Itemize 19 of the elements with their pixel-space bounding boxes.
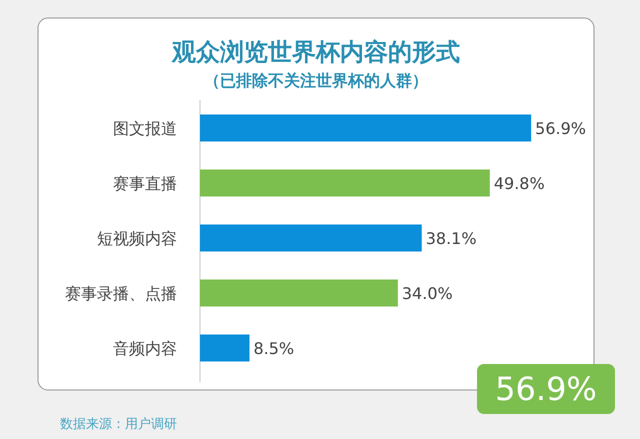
y-tick-label: 短视频内容 [97,229,177,248]
bar [200,224,422,252]
data-label: 38.1% [426,229,477,248]
y-tick-label: 赛事直播 [113,174,177,193]
y-tick-label: 赛事录播、点播 [65,284,177,303]
data-label: 34.0% [402,284,453,303]
chart-subtitle: （已排除不关注世界杯的人群） [204,71,428,90]
y-tick-label: 图文报道 [113,119,177,138]
chart-title: 观众浏览世界杯内容的形式 [171,38,460,66]
source-note: 数据来源：用户调研 [60,417,177,432]
data-label: 8.5% [253,339,294,358]
data-label: 49.8% [494,174,545,193]
y-tick-label: 音频内容 [113,339,177,358]
bar [200,280,398,306]
bar [200,334,250,362]
data-label: 56.9% [535,119,586,138]
bar [200,114,532,142]
bar [200,170,490,196]
annotation: 56.9% [495,370,597,408]
